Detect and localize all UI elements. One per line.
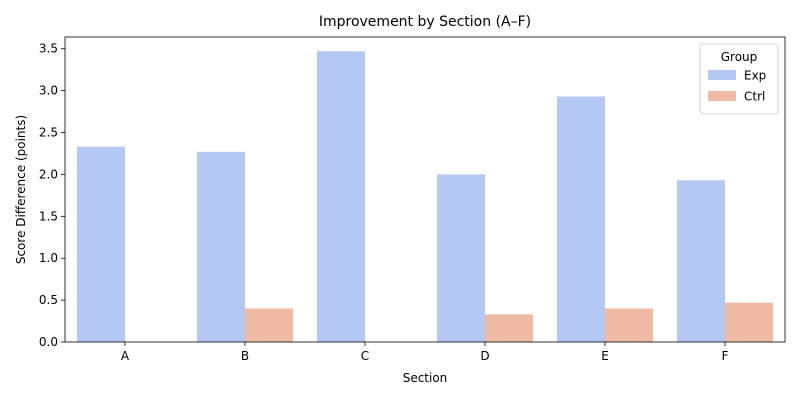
y-tick-label: 3.0 bbox=[39, 84, 58, 98]
bar-exp-f bbox=[677, 180, 725, 342]
y-tick-label: 0.5 bbox=[39, 293, 58, 307]
x-tick-label: E bbox=[601, 349, 609, 363]
bar-exp-d bbox=[437, 174, 485, 342]
y-tick-label: 3.5 bbox=[39, 42, 58, 56]
bar-exp-c bbox=[317, 51, 365, 343]
x-tick-label: F bbox=[722, 349, 729, 363]
legend-label-exp: Exp bbox=[744, 69, 766, 83]
y-axis-title: Score Difference (points) bbox=[14, 115, 28, 264]
y-tick-label: 1.5 bbox=[39, 209, 58, 223]
bar-exp-b bbox=[197, 151, 245, 342]
y-tick-label: 0.0 bbox=[39, 335, 58, 349]
y-axis: 0.0 0.5 1.0 1.5 2.0 2.5 3.0 3.5 bbox=[39, 42, 65, 349]
y-tick-label: 2.0 bbox=[39, 167, 58, 181]
y-tick-label: 1.0 bbox=[39, 251, 58, 265]
legend-swatch-ctrl bbox=[708, 91, 736, 101]
plot-frame bbox=[64, 36, 786, 343]
x-axis: A B C D E F bbox=[121, 342, 729, 363]
x-tick-label: A bbox=[121, 349, 130, 363]
bar-exp-e bbox=[557, 96, 605, 343]
bar-ctrl-e bbox=[605, 308, 653, 342]
legend-title: Group bbox=[721, 50, 758, 64]
x-tick-label: D bbox=[480, 349, 489, 363]
x-tick-label: C bbox=[361, 349, 369, 363]
y-tick-label: 2.5 bbox=[39, 126, 58, 140]
bars-layer bbox=[77, 51, 773, 343]
legend: Group Exp Ctrl bbox=[699, 43, 779, 115]
chart-title: Improvement by Section (A–F) bbox=[319, 14, 531, 30]
x-axis-title: Section bbox=[403, 371, 448, 385]
legend-label-ctrl: Ctrl bbox=[744, 90, 765, 104]
bar-ctrl-d bbox=[485, 314, 533, 342]
bar-exp-a bbox=[77, 146, 125, 342]
bar-ctrl-b bbox=[245, 308, 293, 342]
bar-ctrl-f bbox=[725, 302, 773, 342]
legend-swatch-exp bbox=[708, 70, 736, 80]
x-tick-label: B bbox=[241, 349, 249, 363]
